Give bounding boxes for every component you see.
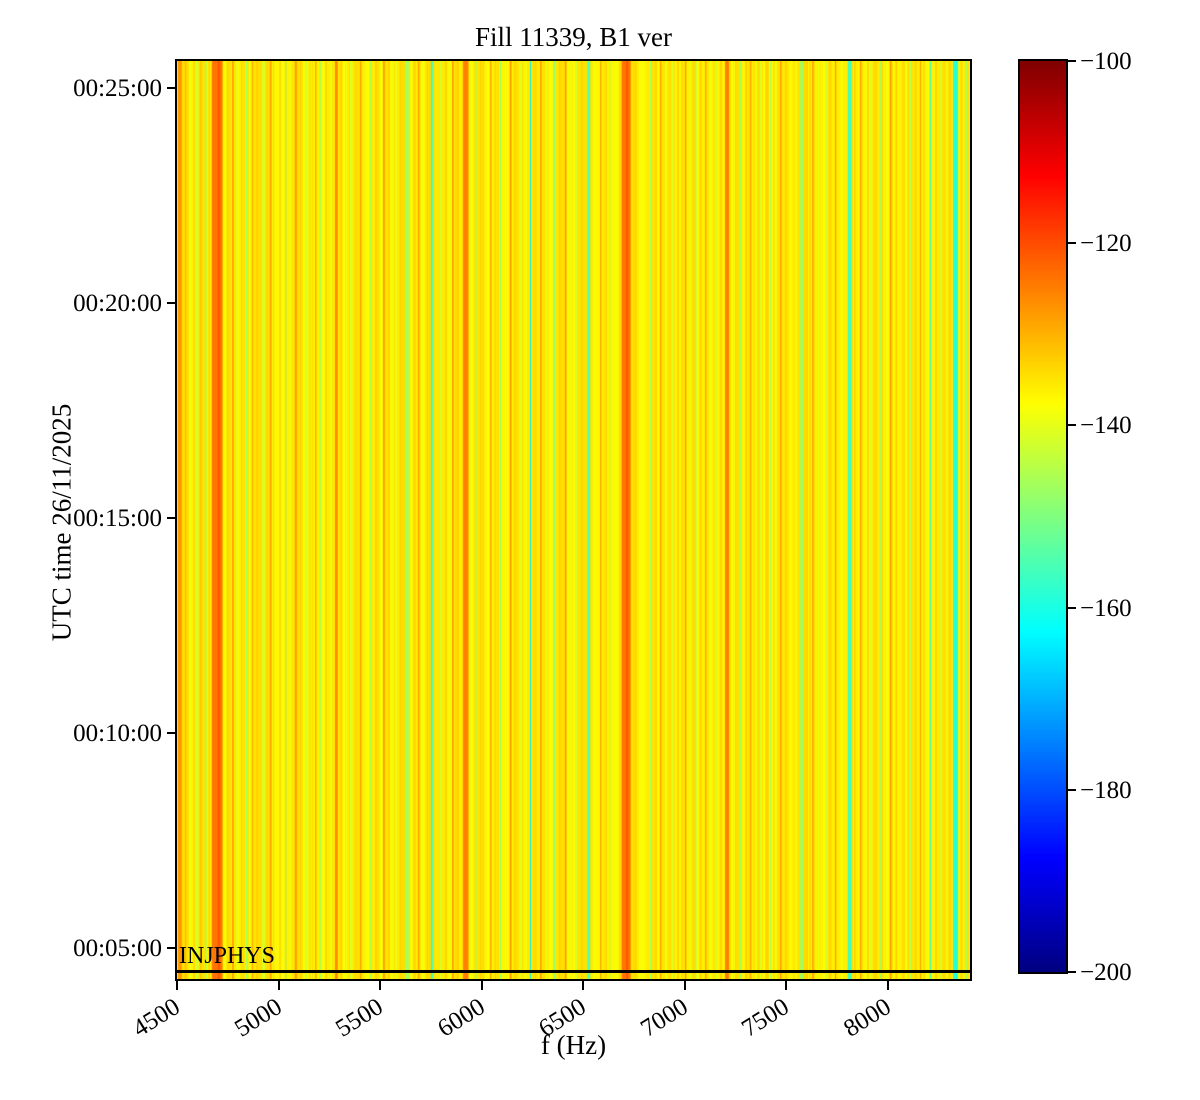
colorbar-tick-mark	[1068, 242, 1076, 244]
y-tick-label: 00:25:00	[73, 75, 162, 102]
y-tick-mark	[167, 947, 176, 949]
x-axis-label: f (Hz)	[540, 1030, 607, 1060]
x-tick-label: 4500	[128, 993, 185, 1043]
x-tick-mark	[887, 981, 889, 990]
colorbar-tick-label: −200	[1080, 959, 1132, 986]
y-tick-label: 00:15:00	[73, 505, 162, 532]
x-tick-mark	[278, 981, 280, 990]
y-tick-mark	[167, 87, 176, 89]
y-tick-mark	[167, 302, 176, 304]
x-tick-mark	[785, 981, 787, 990]
x-tick-mark	[582, 981, 584, 990]
y-tick-label: 00:05:00	[73, 935, 162, 962]
colorbar-tick-mark	[1068, 971, 1076, 973]
colorbar-tick-label: −120	[1080, 230, 1132, 257]
colorbar-tick-mark	[1068, 607, 1076, 609]
colorbar-tick-label: −100	[1080, 48, 1132, 75]
chart-title: Fill 11339, B1 ver	[474, 22, 672, 52]
y-tick-mark	[167, 732, 176, 734]
colorbar	[1018, 59, 1068, 974]
x-tick-mark	[684, 981, 686, 990]
x-tick-mark	[379, 981, 381, 990]
beam-mode-annotation-line	[177, 970, 970, 973]
colorbar-canvas	[1020, 61, 1066, 972]
beam-mode-annotation-label: INJPHYS	[179, 943, 276, 969]
y-tick-label: 00:20:00	[73, 290, 162, 317]
y-axis-label: UTC time 26/11/2025	[46, 403, 77, 642]
x-tick-mark	[176, 981, 178, 990]
spectrogram-canvas	[177, 61, 970, 979]
colorbar-tick-label: −140	[1080, 412, 1132, 439]
y-tick-label: 00:10:00	[73, 720, 162, 747]
y-tick-mark	[167, 517, 176, 519]
colorbar-tick-mark	[1068, 60, 1076, 62]
x-tick-mark	[481, 981, 483, 990]
colorbar-tick-label: −160	[1080, 595, 1132, 622]
colorbar-tick-mark	[1068, 424, 1076, 426]
plot-area: INJPHYS	[175, 59, 972, 981]
colorbar-tick-mark	[1068, 789, 1076, 791]
colorbar-tick-label: −180	[1080, 777, 1132, 804]
